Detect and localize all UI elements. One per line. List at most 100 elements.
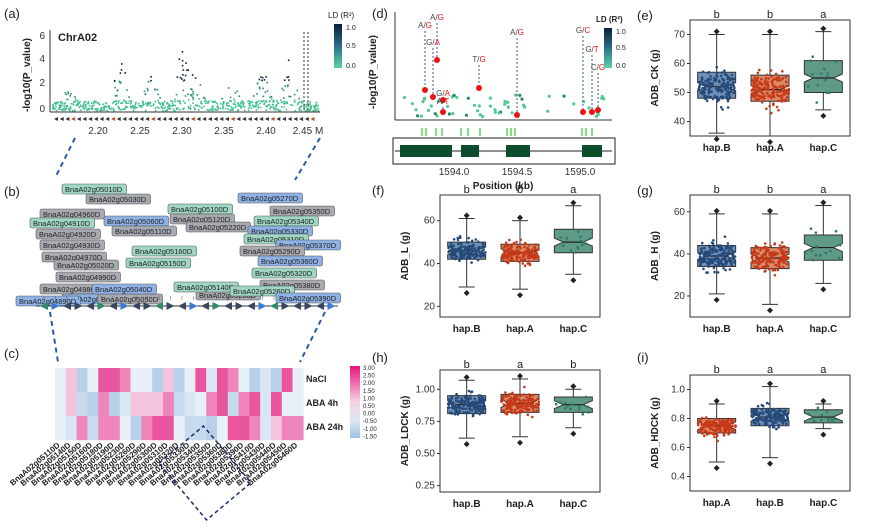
d-exon-block: [400, 145, 452, 157]
data-point: [784, 419, 788, 422]
panel-d-ylabel: -log10(P_value): [368, 35, 379, 109]
ytick-label: 60: [674, 207, 686, 218]
heatmap-highlight-box: [157, 424, 253, 522]
outlier: [767, 207, 773, 214]
data-point: [766, 265, 770, 268]
manhattan-points: [52, 51, 320, 112]
gene-label: BnaA02g04910D: [33, 219, 91, 228]
d-snp-point: [446, 104, 450, 108]
data-point: [782, 85, 785, 88]
ytick-label: 60: [424, 216, 436, 227]
manhattan-point: [266, 105, 269, 108]
data-point: [718, 88, 721, 92]
data-point: [777, 246, 781, 250]
data-point: [782, 251, 785, 254]
manhattan-point: [181, 59, 184, 62]
data-point: [750, 89, 753, 93]
manhattan-point: [308, 109, 310, 112]
manhattan-point: [156, 106, 159, 108]
gene-label: BnaA02g04920D: [39, 230, 97, 239]
significance-letter: b: [570, 359, 576, 371]
data-point: [773, 85, 776, 89]
manhattan-point: [52, 103, 54, 106]
a-gene-marker: [202, 117, 207, 121]
hm-row-0: NaCl: [306, 374, 327, 384]
d-snp-point: [436, 99, 440, 103]
data-point: [482, 254, 486, 258]
heatmap-cell: [55, 392, 66, 417]
data-point: [717, 85, 721, 89]
manhattan-point: [175, 93, 178, 96]
x-category-label: hap.A: [756, 324, 784, 335]
data-point: [827, 91, 831, 95]
manhattan-point: [280, 99, 282, 102]
manhattan-point: [52, 106, 54, 109]
significance-letter: b: [714, 9, 720, 21]
manhattan-point: [313, 109, 316, 112]
data-point: [773, 274, 777, 277]
data-point: [571, 403, 574, 406]
panel-a-label: (a): [4, 6, 20, 21]
data-point: [559, 236, 562, 239]
data-point: [569, 407, 572, 411]
manhattan-point: [313, 105, 315, 107]
data-point: [777, 423, 781, 427]
data-point: [521, 258, 525, 262]
data-point: [827, 417, 830, 421]
data-point: [719, 260, 723, 263]
manhattan-point: [168, 105, 171, 108]
a-gene-marker: [82, 117, 87, 121]
data-point: [536, 405, 539, 409]
manhattan-point: [237, 109, 240, 111]
manhattan-point: [65, 106, 68, 108]
data-point: [534, 250, 538, 253]
a-ld-colorbar: [334, 24, 342, 68]
manhattan-point: [59, 105, 62, 107]
manhattan-point: [257, 107, 259, 109]
data-point: [727, 90, 730, 94]
data-point: [723, 69, 726, 72]
manhattan-point: [84, 107, 87, 109]
gene-label: BnaA02g05040D: [95, 285, 153, 294]
ytick-label: 0.50: [416, 448, 436, 459]
manhattan-point: [205, 102, 207, 105]
outlier: [713, 465, 720, 471]
data-point: [521, 262, 525, 265]
data-point: [784, 246, 787, 249]
data-point: [502, 403, 506, 406]
d-exon-block: [582, 145, 602, 157]
heatmap-cell: [260, 392, 272, 417]
manhattan-point: [229, 100, 231, 102]
data-point: [774, 410, 777, 413]
data-point: [450, 395, 454, 399]
d-snp-label: A/G: [418, 21, 432, 30]
heatmap-cell: [292, 416, 304, 441]
manhattan-point: [127, 102, 129, 104]
data-point: [775, 264, 779, 267]
manhattan-point: [221, 103, 224, 106]
manhattan-point: [97, 102, 100, 105]
data-point: [762, 253, 766, 256]
manhattan-point: [279, 110, 281, 112]
data-point: [770, 96, 773, 100]
d-snp-point: [594, 114, 598, 118]
manhattan-point: [104, 105, 106, 107]
outlier: [713, 28, 720, 35]
a-xtick-5: 2.45 M: [293, 126, 324, 137]
data-point: [457, 400, 460, 403]
manhattan-point: [87, 101, 90, 103]
data-point: [838, 243, 842, 247]
manhattan-point: [248, 105, 251, 107]
data-point: [758, 413, 761, 416]
data-point: [757, 422, 761, 426]
d-snp-point: [572, 102, 576, 106]
manhattan-point: [174, 98, 176, 101]
data-point: [820, 72, 823, 75]
manhattan-point: [181, 64, 184, 67]
manhattan-point: [172, 104, 174, 106]
data-point: [723, 73, 727, 76]
manhattan-point: [287, 76, 290, 78]
manhattan-point: [162, 109, 164, 112]
